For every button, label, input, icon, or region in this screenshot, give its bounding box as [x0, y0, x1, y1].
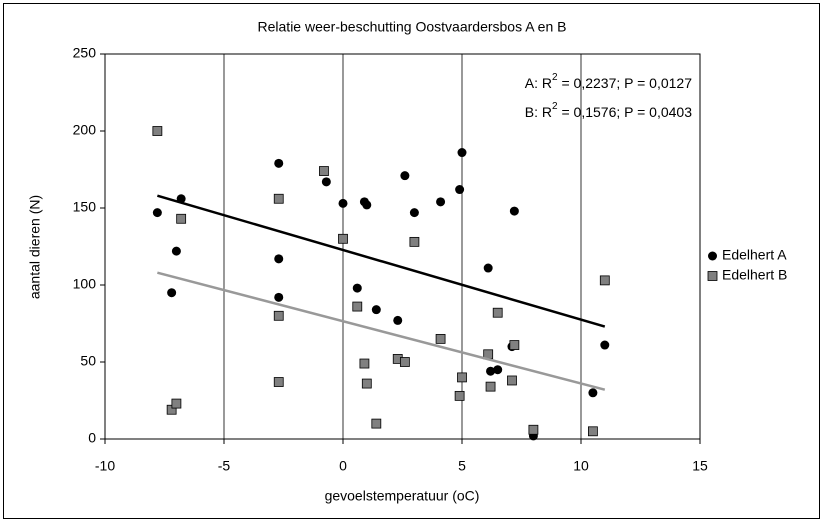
marker	[152, 126, 163, 136]
y-tick-label: 200	[73, 122, 97, 138]
marker	[409, 208, 419, 218]
marker	[171, 246, 181, 256]
trendline	[157, 271, 606, 391]
x-tick-label: 0	[339, 458, 347, 474]
marker	[273, 377, 284, 387]
marker	[371, 305, 381, 315]
marker	[486, 366, 496, 376]
marker	[338, 233, 348, 244]
trendline	[157, 194, 606, 328]
marker	[273, 310, 284, 321]
marker	[454, 390, 465, 401]
y-tick-label: 50	[80, 353, 96, 369]
marker	[399, 357, 410, 367]
marker	[176, 213, 187, 224]
marker	[493, 365, 503, 375]
marker	[457, 148, 467, 158]
y-tick-label: 100	[73, 276, 97, 292]
y-tick-label: 250	[73, 45, 97, 61]
marker	[361, 378, 372, 389]
marker	[492, 307, 503, 318]
marker	[171, 398, 182, 409]
marker	[485, 381, 496, 392]
marker	[483, 263, 493, 273]
marker	[509, 206, 519, 216]
plot-area	[104, 53, 701, 440]
y-tick-label: 0	[88, 430, 96, 446]
annotation-text: A: R	[525, 75, 552, 91]
marker	[588, 388, 598, 398]
annotation: A: R2 = 0,2237; P = 0,0127	[525, 72, 692, 91]
marker	[167, 288, 177, 298]
marker	[393, 315, 403, 325]
x-tick-label: 10	[573, 458, 589, 474]
marker	[362, 200, 372, 210]
marker	[273, 193, 284, 204]
y-axis-label: aantal dieren (N)	[27, 195, 43, 299]
x-tick-label: -5	[218, 458, 231, 474]
marker	[455, 185, 465, 195]
legend-marker	[707, 271, 718, 281]
marker	[588, 426, 598, 437]
marker	[352, 301, 363, 312]
marker	[274, 292, 284, 302]
marker	[338, 198, 348, 208]
marker	[274, 158, 284, 168]
marker	[435, 333, 446, 344]
chart-title: Relatie weer-beschutting Oostvaardersbos…	[258, 19, 567, 35]
x-tick-label: 5	[458, 458, 466, 474]
marker	[319, 166, 329, 176]
marker	[457, 372, 467, 383]
marker	[400, 171, 410, 181]
annotation-text: = 0,1576; P = 0,0403	[558, 104, 693, 120]
annotation: B: R2 = 0,1576; P = 0,0403	[525, 101, 692, 120]
legend-label: Edelhert B	[722, 267, 787, 283]
marker	[507, 375, 517, 386]
annotation-sup: 2	[552, 72, 558, 83]
marker	[528, 424, 539, 435]
marker	[600, 340, 610, 350]
marker	[509, 340, 520, 350]
annotation-sup: 2	[552, 101, 558, 112]
legend-marker	[708, 251, 717, 261]
x-tick-label: -10	[95, 458, 115, 474]
marker	[352, 283, 362, 293]
x-tick-label: 15	[692, 458, 708, 474]
marker	[321, 177, 331, 187]
marker	[152, 208, 162, 218]
annotation-text: B: R	[525, 104, 552, 120]
marker	[371, 418, 382, 429]
marker	[599, 275, 610, 286]
marker	[274, 254, 284, 264]
y-tick-label: 150	[73, 199, 97, 215]
marker	[409, 236, 420, 247]
marker	[436, 197, 446, 207]
annotation-text: = 0,2237; P = 0,0127	[558, 75, 693, 91]
legend-label: Edelhert A	[722, 247, 787, 263]
marker	[359, 358, 370, 369]
x-axis-label: gevoelstemperatuur (oC)	[325, 488, 480, 504]
